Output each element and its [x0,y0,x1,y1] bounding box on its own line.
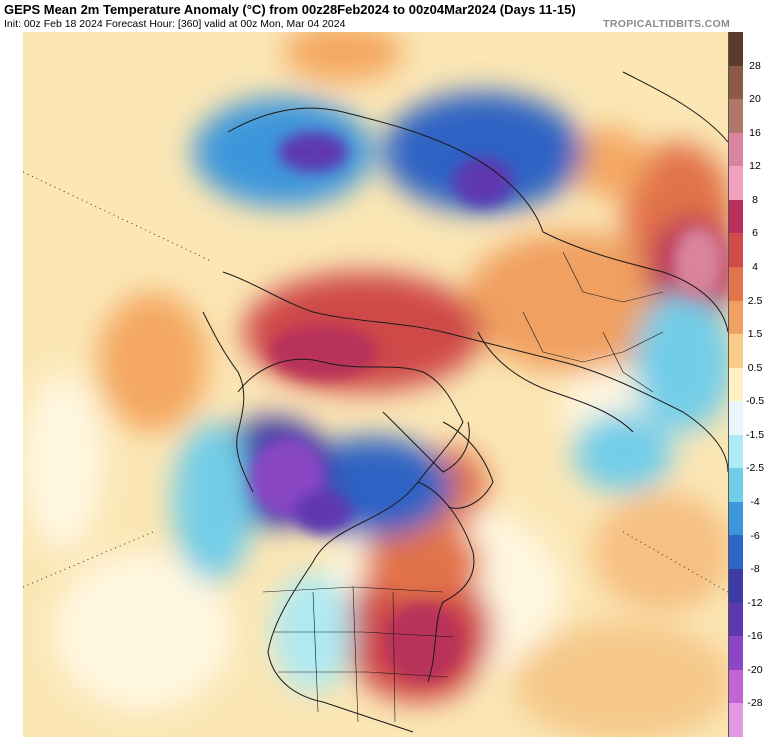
graticule [23,171,728,593]
colorbar-swatch [729,501,743,536]
eastern-europe-warm-anomaly [463,232,683,372]
colorbar-label: 28 [749,59,761,72]
chart-title: GEPS Mean 2m Temperature Anomaly (°C) fr… [4,2,576,17]
colorbar-label: -8 [750,563,760,576]
political-borders [262,251,664,723]
canada-east-warm-anomaly [363,522,483,602]
colorbar-label: 0.5 [747,361,763,374]
header: GEPS Mean 2m Temperature Anomaly (°C) fr… [0,0,768,32]
coastlines [202,71,728,733]
colorbar-swatch [729,468,743,502]
colorbar-label: -20 [747,663,763,676]
colorbar-label: 4 [752,261,758,273]
colorbar-swatch [729,32,743,66]
colorbar-label: -16 [747,630,763,643]
colorbar-swatch [729,233,743,267]
colorbar-labels: 28 20 16 12 8 6 4 2.5 1.5 0.5 -0.5 -1.5 -2.5 -4 -6 -8 -1… [742,32,768,737]
colorbar-swatch [729,166,743,200]
colorbar-label: -2.5 [745,462,765,475]
colorbar-swatch [729,669,743,704]
anomaly-map [23,32,728,737]
colorbar-label: -6 [750,529,760,542]
north-africa-warm-anomaly [593,492,728,612]
colorbar-swatch [729,65,743,100]
colorbar-label: 16 [749,126,761,139]
chart-subtitle: Init: 00z Feb 18 2024 Forecast Hour: [36… [4,18,346,30]
colorbar-swatch [729,132,743,167]
middle-east-cold-anomaly [573,412,673,492]
colorbar-swatch [729,99,743,133]
central-asia-warm-anomaly [568,127,648,197]
colorbar-swatch [729,569,743,603]
colorbar: 28 20 16 12 8 6 4 2.5 1.5 0.5 -0.5 -1.5 -2.5 -4 -6 -8 -1… [728,32,768,737]
gulf-of-alaska-cold-anomaly [173,422,253,582]
colorbar-swatch [729,266,743,301]
colorbar-label: 12 [749,160,761,173]
colorbar-label: 2.5 [747,294,763,307]
colorbar-swatch [729,300,743,335]
colorbar-swatch [729,199,743,234]
colorbar-label: -28 [747,697,763,710]
asia-cold-anomaly [633,292,728,432]
tropical-atlantic-warm-anomaly [513,622,728,737]
arctic-warm-anomaly [243,272,483,392]
colorbar-label: -1.5 [745,428,765,441]
colorbar-label: 6 [752,227,758,240]
colorbar-label: 1.5 [747,328,763,341]
colorbar-swatch [729,703,743,737]
colorbar-swatches [728,32,743,737]
colorbar-swatch [729,636,743,670]
colorbar-swatch [729,334,743,368]
colorbar-label: -0.5 [745,395,765,408]
colorbar-label: 20 [749,93,761,106]
top-warm-anomaly [283,32,403,82]
colorbar-swatch [729,602,743,637]
map-canvas [23,32,728,737]
colorbar-label: -4 [750,496,760,508]
pacific-neutral-area [53,552,233,712]
northern-europe-cold-anomaly [383,92,583,212]
colorbar-swatch [729,535,743,569]
north-pacific-warm-anomaly [98,292,208,432]
colorbar-label: 8 [752,193,758,206]
colorbar-swatch [729,401,743,435]
colorbar-swatch [729,434,743,469]
colorbar-swatch [729,367,743,402]
west-pacific-neutral-area [23,372,103,552]
colorbar-label: -12 [747,596,763,609]
brand-watermark[interactable]: TROPICALTIDBITS.COM [603,18,730,30]
